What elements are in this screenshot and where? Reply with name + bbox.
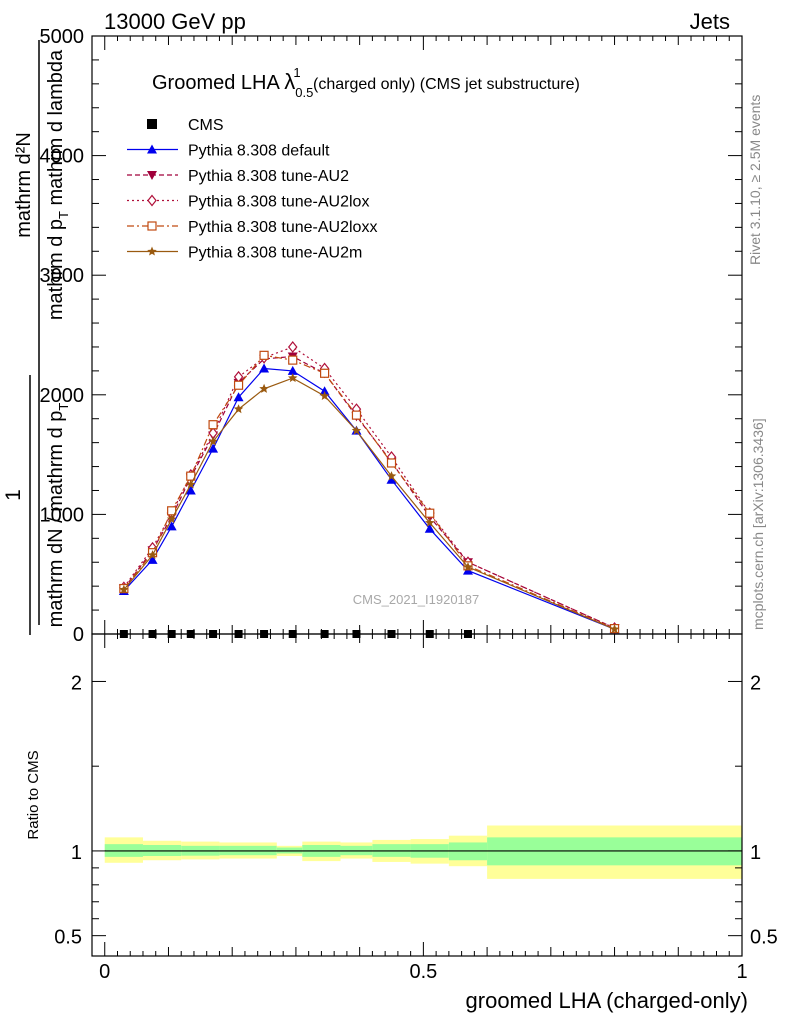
legend-item-au2: Pythia 8.308 tune-AU2 xyxy=(127,168,349,185)
header-jets: Jets xyxy=(690,9,730,34)
data-point-default xyxy=(185,485,196,495)
x-axis-label: groomed LHA (charged-only) xyxy=(466,988,748,1013)
data-point-au2loxx xyxy=(351,410,362,420)
data-point-default xyxy=(233,392,244,402)
data-point-au2m xyxy=(233,404,244,414)
data-point-default xyxy=(208,443,219,453)
data-point-au2loxx xyxy=(259,350,269,360)
ratio-x-axis: 0 0.5 1 xyxy=(99,634,748,983)
plot-title: Groomed LHA λ0.51 (charged only) (CMS je… xyxy=(152,65,580,100)
data-point-au2m xyxy=(208,436,218,446)
data-point-au2m xyxy=(166,514,177,524)
legend-item-au2m: Pythia 8.308 tune-AU2m xyxy=(127,245,362,262)
data-point-au2m xyxy=(147,550,158,560)
legend-marker-au2lox xyxy=(147,194,157,207)
series-au2lox xyxy=(119,340,620,634)
legend-label-au2m: Pythia 8.308 tune-AU2m xyxy=(188,245,362,262)
series-au2loxx xyxy=(119,350,620,634)
legend-item-au2loxx: Pythia 8.308 tune-AU2loxx xyxy=(127,219,377,236)
data-point-au2m xyxy=(288,373,298,383)
analysis-watermark: CMS_2021_I1920187 xyxy=(353,592,480,607)
data-point-au2m xyxy=(119,584,129,594)
legend: CMS Pythia 8.308 default Pythia 8.308 tune… xyxy=(127,117,377,262)
data-point-default xyxy=(386,474,397,484)
y-tick-label: 2000 xyxy=(40,385,85,407)
data-point-au2m xyxy=(351,425,362,435)
data-point-default xyxy=(424,523,435,533)
legend-item-default: Pythia 8.308 default xyxy=(127,143,330,160)
series-line-au2m xyxy=(123,377,615,630)
data-point-au2m xyxy=(609,624,620,634)
data-point-au2m xyxy=(425,517,435,527)
ratio-y-axis: 0.5 0.5 1 1 2 2 xyxy=(54,672,778,948)
data-point-au2m xyxy=(186,479,196,489)
data-point-au2m xyxy=(319,391,330,400)
data-point-au2loxx xyxy=(233,380,244,390)
data-point-au2loxx xyxy=(386,458,397,468)
data-point-default xyxy=(319,386,330,396)
ylabel-denominator: mathrm dN / mathrm d pT xyxy=(45,403,71,628)
data-point-au2m xyxy=(386,471,397,481)
legend-label-au2: Pythia 8.308 tune-AU2 xyxy=(188,168,349,185)
ratio-y-label: Ratio to CMS xyxy=(25,750,42,839)
main-y-label: 1 mathrm d²N mathrm dN / mathrm d pT mat… xyxy=(2,40,71,635)
legend-marker-au2 xyxy=(147,171,157,180)
mcplots-label: mcplots.cern.ch [arXiv:1306.3436] xyxy=(750,418,766,630)
data-point-default xyxy=(147,554,158,564)
series-au2m xyxy=(119,373,620,634)
series-line-au2 xyxy=(123,355,615,629)
data-point-default xyxy=(259,363,270,373)
rivet-version-label: Rivet 3.1.10, ≥ 2.5M events xyxy=(747,95,763,265)
legend-marker-cms xyxy=(147,119,157,129)
series-line-default xyxy=(123,367,615,630)
ratio-bands xyxy=(104,825,742,879)
data-point-au2loxx xyxy=(208,420,218,430)
legend-marker-au2loxx xyxy=(147,221,157,231)
legend-marker-default xyxy=(147,144,157,154)
ylabel-numerator: mathrm d²N xyxy=(13,132,35,238)
ylabel-prefix: 1 xyxy=(2,489,25,501)
ratio-y-tick-label: 0.5 xyxy=(54,927,82,949)
data-point-au2lox xyxy=(287,340,298,353)
series-line-au2loxx xyxy=(123,354,615,630)
legend-label-cms: CMS xyxy=(188,117,224,134)
legend-label-au2lox: Pythia 8.308 tune-AU2lox xyxy=(188,194,369,211)
data-point-au2loxx xyxy=(288,355,298,365)
legend-label-au2loxx: Pythia 8.308 tune-AU2loxx xyxy=(188,219,377,236)
data-point-au2m xyxy=(463,562,473,572)
data-point-au2loxx xyxy=(319,368,330,378)
legend-item-au2lox: Pythia 8.308 tune-AU2lox xyxy=(127,194,369,211)
data-point-au2m xyxy=(259,383,269,393)
legend-item-cms: CMS xyxy=(147,117,224,134)
ratio-y-tick-label-right: 1 xyxy=(750,842,761,864)
data-point-default xyxy=(287,365,298,375)
x-tick-label: 1 xyxy=(736,961,747,983)
data-point-au2loxx xyxy=(425,508,435,518)
data-point-default xyxy=(166,521,177,531)
y-tick-label: 4000 xyxy=(40,146,85,168)
ratio-y-tick-label: 2 xyxy=(71,672,82,694)
ratio-y-tick-label: 1 xyxy=(71,842,82,864)
y-tick-label: 0 xyxy=(73,624,84,646)
series-line-au2lox xyxy=(123,346,615,629)
header-process: 13000 GeV pp xyxy=(104,9,246,34)
x-tick-label: 0 xyxy=(99,961,110,983)
ratio-plot-frame xyxy=(91,633,743,957)
ratio-y-tick-label-right: 0.5 xyxy=(750,927,778,949)
legend-marker-au2m xyxy=(147,246,157,256)
ratio-y-tick-label-right: 2 xyxy=(750,672,761,694)
y-tick-label: 3000 xyxy=(40,265,85,287)
y-tick-label: 1000 xyxy=(40,504,85,526)
x-tick-label: 0.5 xyxy=(409,961,437,983)
legend-label-default: Pythia 8.308 default xyxy=(188,143,330,160)
main-y-axis: 0 1000 2000 3000 4000 5000 xyxy=(40,26,742,646)
ylabel-denominator-2: mathrm d pT mathrm d lambda xyxy=(45,49,71,320)
y-tick-label: 5000 xyxy=(40,26,85,48)
